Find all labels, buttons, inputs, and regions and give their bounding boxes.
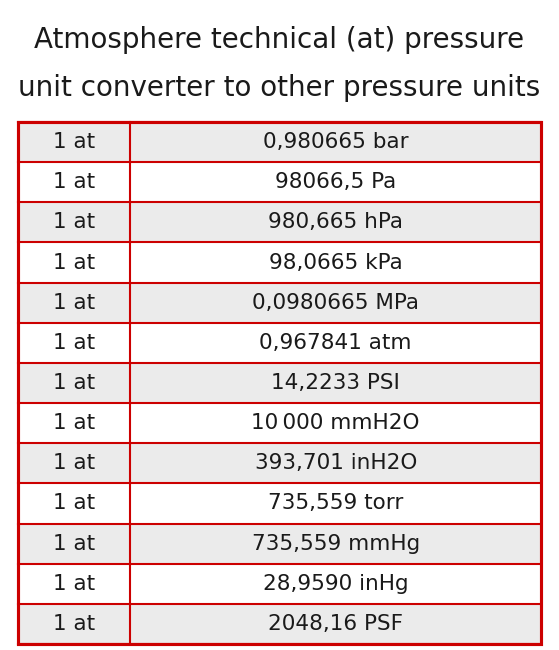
Text: 10 000 mmH2O: 10 000 mmH2O — [252, 413, 420, 433]
Text: 1 at: 1 at — [53, 493, 95, 514]
Bar — [130, 564, 541, 604]
Bar — [130, 122, 541, 162]
Bar — [130, 283, 541, 323]
Text: 28,9590 inHg: 28,9590 inHg — [263, 574, 409, 593]
Bar — [18, 283, 130, 323]
Text: 98,0665 kPa: 98,0665 kPa — [269, 253, 402, 272]
Text: 1 at: 1 at — [53, 453, 95, 473]
Bar — [130, 162, 541, 202]
Text: 1 at: 1 at — [53, 172, 95, 192]
Bar — [18, 122, 541, 644]
Text: 0,980665 bar: 0,980665 bar — [263, 132, 409, 152]
Bar — [18, 564, 130, 604]
Bar — [18, 242, 130, 283]
Bar — [130, 604, 541, 644]
Text: 1 at: 1 at — [53, 292, 95, 313]
Text: 735,559 torr: 735,559 torr — [268, 493, 404, 514]
Text: 1 at: 1 at — [53, 574, 95, 593]
Bar — [18, 162, 130, 202]
Text: unit converter to other pressure units: unit converter to other pressure units — [18, 74, 541, 102]
Bar — [130, 523, 541, 564]
Bar — [18, 523, 130, 564]
Bar — [18, 122, 130, 162]
Text: 1 at: 1 at — [53, 534, 95, 554]
Text: 1 at: 1 at — [53, 253, 95, 272]
Bar — [18, 604, 130, 644]
Text: 1 at: 1 at — [53, 132, 95, 152]
Text: 0,967841 atm: 0,967841 atm — [259, 333, 412, 353]
Bar — [130, 242, 541, 283]
Text: 0,0980665 MPa: 0,0980665 MPa — [252, 292, 419, 313]
Text: 2048,16 PSF: 2048,16 PSF — [268, 614, 403, 634]
Bar — [18, 323, 130, 363]
Bar — [18, 403, 130, 443]
Text: 735,559 mmHg: 735,559 mmHg — [252, 534, 420, 554]
Text: 393,701 inH2O: 393,701 inH2O — [254, 453, 417, 473]
Bar — [130, 323, 541, 363]
Text: 1 at: 1 at — [53, 333, 95, 353]
Bar — [18, 363, 130, 403]
Bar — [130, 403, 541, 443]
Bar — [130, 484, 541, 523]
Text: 98066,5 Pa: 98066,5 Pa — [275, 172, 396, 192]
Bar — [18, 202, 130, 242]
Bar — [130, 202, 541, 242]
Text: 1 at: 1 at — [53, 614, 95, 634]
Text: Atmosphere technical (at) pressure: Atmosphere technical (at) pressure — [35, 26, 524, 54]
Bar — [130, 363, 541, 403]
Bar — [18, 443, 130, 484]
Bar — [18, 484, 130, 523]
Text: 980,665 hPa: 980,665 hPa — [268, 213, 403, 233]
Text: 1 at: 1 at — [53, 213, 95, 233]
Text: 1 at: 1 at — [53, 373, 95, 393]
Text: 1 at: 1 at — [53, 413, 95, 433]
Bar — [130, 443, 541, 484]
Text: 14,2233 PSI: 14,2233 PSI — [271, 373, 400, 393]
